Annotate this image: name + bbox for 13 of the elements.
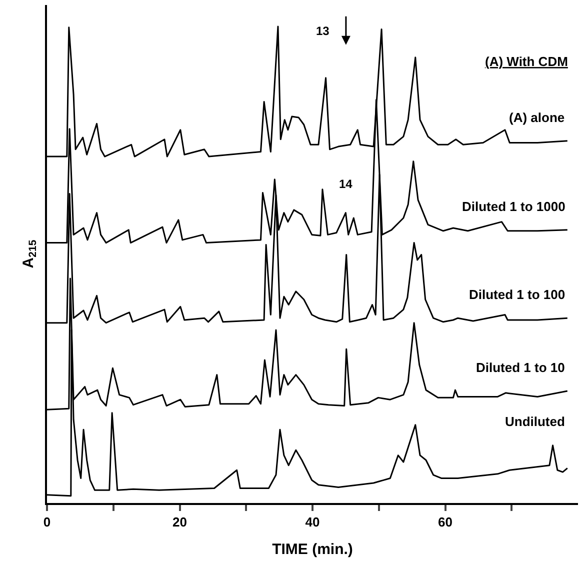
x-tick-label: 60 [438, 514, 452, 530]
x-tick-label: 20 [172, 514, 187, 530]
x-axis-title: TIME (min.) [272, 541, 353, 558]
series-label: Diluted 1 to 1000 [462, 199, 566, 214]
annotation: (A) With CDM [485, 54, 568, 69]
annotation: 13 [316, 24, 330, 38]
x-tick-label: 40 [305, 514, 320, 530]
series-label: (A) alone [509, 110, 565, 125]
series-label: Diluted 1 to 10 [476, 360, 565, 375]
annotation: 14 [339, 177, 353, 191]
x-tick-label: 0 [43, 514, 51, 530]
series-label: Undiluted [505, 414, 565, 429]
series-label: Diluted 1 to 100 [469, 287, 566, 302]
